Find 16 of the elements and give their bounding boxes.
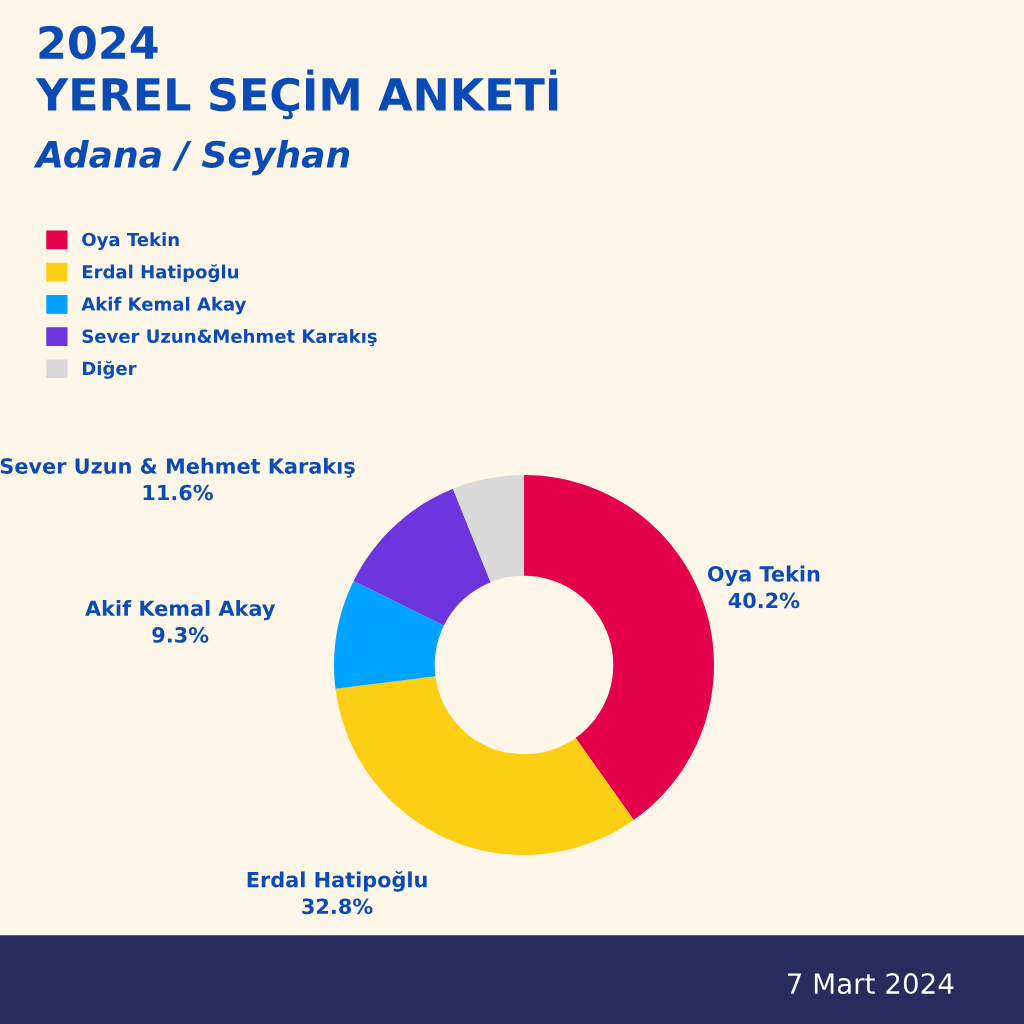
donut-slice bbox=[452, 475, 524, 583]
donut-slice bbox=[353, 488, 491, 626]
legend-label: Oya Tekin bbox=[82, 232, 179, 250]
legend-label: Sever Uzun&Mehmet Karakış bbox=[82, 329, 377, 347]
legend-label: Akif Kemal Akay bbox=[81, 296, 247, 315]
text: 7 Mart 2024 bbox=[787, 973, 954, 995]
data-label: Erdal Hatipoğlu 32.8% bbox=[247, 870, 427, 915]
data-label: Sever Uzun & Mehmet Karakış 11.6% bbox=[0, 457, 355, 501]
chart-title: 2024 YEREL SEÇİM ANKETİ bbox=[35, 25, 558, 120]
donut-slice bbox=[334, 580, 444, 689]
data-label: Akif Kemal Akay 9.3% bbox=[85, 600, 276, 643]
legend-label: Erdal Hatipoğlu bbox=[82, 264, 238, 283]
donut-slice bbox=[335, 676, 634, 855]
data-label: Oya Tekin 40.2% bbox=[707, 565, 820, 609]
chart-subtitle: Adana / Seyhan bbox=[33, 140, 350, 176]
legend-label: Diğer bbox=[82, 360, 137, 379]
